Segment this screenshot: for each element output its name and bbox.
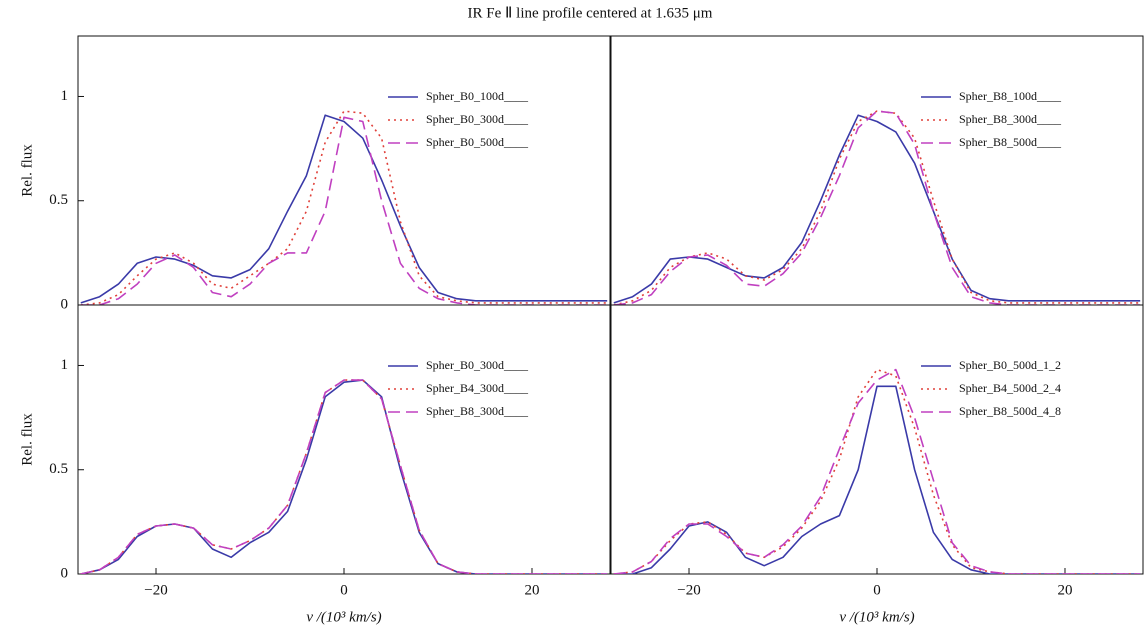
- line-series: [613, 110, 1141, 305]
- line-series: [80, 379, 608, 574]
- legend-label: Spher_B4_300d____: [426, 381, 529, 395]
- line-series: [80, 116, 608, 305]
- y-tick-label: 1: [61, 88, 69, 104]
- line-series: [613, 110, 1141, 305]
- plot-frame: [610, 304, 1144, 575]
- line-series: [80, 110, 608, 305]
- x-tick-label: 20: [524, 582, 539, 598]
- legend-label: Spher_B0_300d____: [426, 112, 529, 126]
- legend-label: Spher_B0_500d_1_2: [959, 358, 1061, 372]
- y-tick-label: 0.5: [49, 461, 68, 477]
- y-axis-label: Rel. flux: [19, 413, 35, 466]
- line-series: [613, 368, 1141, 574]
- x-axis-label: v /(10³ km/s): [839, 609, 914, 625]
- plot-frame: [77, 35, 611, 306]
- legend-label: Spher_B4_500d_2_4: [959, 381, 1061, 395]
- y-tick-label: 0.5: [49, 192, 68, 208]
- plot-frame: [77, 304, 611, 575]
- legend-label: Spher_B8_100d____: [959, 89, 1062, 103]
- line-series: [613, 385, 1141, 574]
- figure-title: IR Fe Ⅱ line profile centered at 1.635 μ…: [468, 5, 713, 21]
- legend-label: Spher_B0_500d____: [426, 135, 529, 149]
- line-series: [80, 379, 608, 574]
- x-tick-label: 20: [1057, 582, 1072, 598]
- y-tick-label: 0: [61, 565, 69, 581]
- y-tick-label: 0: [61, 296, 69, 312]
- legend-label: Spher_B0_300d____: [426, 358, 529, 372]
- line-series: [613, 114, 1141, 304]
- legend-label: Spher_B8_500d_4_8: [959, 404, 1061, 418]
- y-tick-label: 1: [61, 357, 69, 373]
- legend-label: Spher_B0_100d____: [426, 89, 529, 103]
- x-axis-label: v /(10³ km/s): [306, 609, 381, 625]
- line-series: [80, 114, 608, 304]
- x-tick-label: 0: [873, 582, 881, 598]
- legend-label: Spher_B8_500d____: [959, 135, 1062, 149]
- legend-label: Spher_B8_300d____: [959, 112, 1062, 126]
- y-axis-label: Rel. flux: [19, 144, 35, 197]
- x-tick-label: 0: [340, 582, 348, 598]
- x-tick-label: −20: [144, 582, 167, 598]
- line-series: [80, 379, 608, 574]
- legend-label: Spher_B8_300d____: [426, 404, 529, 418]
- x-tick-label: −20: [677, 582, 700, 598]
- line-series: [613, 368, 1141, 574]
- plot-frame: [610, 35, 1144, 306]
